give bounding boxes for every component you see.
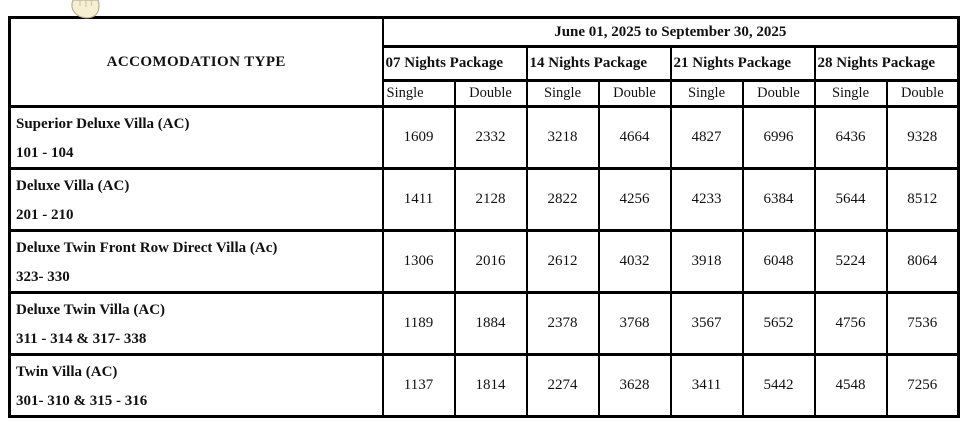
rate-cell: 1814 xyxy=(453,353,528,418)
accommodation-name: Deluxe Twin Villa (AC) xyxy=(16,302,166,318)
occupancy-header-4: Double xyxy=(597,79,672,108)
occupancy-header-row: Single Double Single Double Single Double Sing… xyxy=(10,79,960,108)
room-numbers: 101 - 104 xyxy=(16,145,74,161)
rate-cell: 2016 xyxy=(453,229,528,294)
rate-cell: 5442 xyxy=(741,353,816,418)
rate-cell: 1609 xyxy=(381,105,456,170)
rate-cell: 2332 xyxy=(453,105,528,170)
rate-cell: 2612 xyxy=(525,229,600,294)
table-body: Superior Deluxe Villa (AC) 101 - 104 1609 2… xyxy=(8,105,960,418)
room-numbers: 311 - 314 & 317- 338 xyxy=(16,331,147,347)
rate-cell: 9328 xyxy=(885,105,960,170)
rate-cell: 6048 xyxy=(741,229,816,294)
rate-cell: 3411 xyxy=(669,353,744,418)
table-row: Superior Deluxe Villa (AC) 101 - 104 1609 2… xyxy=(8,105,960,170)
rate-cell: 1137 xyxy=(381,353,456,418)
rate-cell: 7536 xyxy=(885,291,960,356)
accommodation-type-header: ACCOMODATION TYPE xyxy=(8,16,384,108)
rate-cell: 4827 xyxy=(669,105,744,170)
accommodation-name: Superior Deluxe Villa (AC) xyxy=(16,116,190,132)
package-header-3: 21 Nights Package xyxy=(669,45,816,82)
rate-cell: 8064 xyxy=(885,229,960,294)
package-header-2: 14 Nights Package xyxy=(525,45,672,82)
rate-cell: 3218 xyxy=(525,105,600,170)
occupancy-header-6: Double xyxy=(741,79,816,108)
package-header-row: 07 Nights Package 14 Nights Package 21 Nig… xyxy=(10,45,960,82)
accommodation-cell: Deluxe Twin Villa (AC) 311 - 314 & 317- 3… xyxy=(8,291,384,356)
occupancy-header-2: Double xyxy=(453,79,528,108)
rate-cell: 5224 xyxy=(813,229,888,294)
rate-cell: 2128 xyxy=(453,167,528,232)
rate-cell: 2378 xyxy=(525,291,600,356)
rate-cell: 5652 xyxy=(741,291,816,356)
occupancy-header-7: Single xyxy=(813,79,888,108)
accommodation-name: Twin Villa (AC) xyxy=(16,364,118,380)
rate-cell: 4233 xyxy=(669,167,744,232)
rate-cell: 4664 xyxy=(597,105,672,170)
occupancy-header-3: Single xyxy=(525,79,600,108)
date-header-row: ACCOMODATION TYPE June 01, 2025 to Septe… xyxy=(8,16,960,108)
accommodation-cell: Superior Deluxe Villa (AC) 101 - 104 xyxy=(8,105,384,170)
rate-cell: 1189 xyxy=(381,291,456,356)
table-row: Deluxe Twin Villa (AC) 311 - 314 & 317- 3… xyxy=(8,291,960,356)
accommodation-cell: Twin Villa (AC) 301- 310 & 315 - 316 xyxy=(8,353,384,418)
rate-cell: 6436 xyxy=(813,105,888,170)
rate-cell: 3628 xyxy=(597,353,672,418)
rate-cell: 2274 xyxy=(525,353,600,418)
occupancy-header-8: Double xyxy=(885,79,960,108)
room-numbers: 323- 330 xyxy=(16,269,70,285)
rate-cell: 6996 xyxy=(741,105,816,170)
room-numbers: 201 - 210 xyxy=(16,207,74,223)
accommodation-cell: Deluxe Twin Front Row Direct Villa (Ac) 3… xyxy=(8,229,384,294)
rate-cell: 4032 xyxy=(597,229,672,294)
table-header: ACCOMODATION TYPE June 01, 2025 to Septe… xyxy=(8,16,960,108)
package-header-1: 07 Nights Package xyxy=(381,45,528,82)
rates-table: ACCOMODATION TYPE June 01, 2025 to Septe… xyxy=(8,16,961,418)
rate-cell: 8512 xyxy=(885,167,960,232)
room-numbers: 301- 310 & 315 - 316 xyxy=(16,393,148,409)
occupancy-header-5: Single xyxy=(669,79,744,108)
rate-cell: 3918 xyxy=(669,229,744,294)
rate-cell: 4548 xyxy=(813,353,888,418)
table-row: Deluxe Twin Front Row Direct Villa (Ac) 3… xyxy=(8,229,960,294)
date-range-header: June 01, 2025 to September 30, 2025 xyxy=(381,16,960,48)
rate-cell: 1306 xyxy=(381,229,456,294)
table-row: Deluxe Villa (AC) 201 - 210 1411 2128 2822 42… xyxy=(8,167,960,232)
accommodation-name: Deluxe Twin Front Row Direct Villa (Ac) xyxy=(16,240,278,256)
rate-cell: 3768 xyxy=(597,291,672,356)
accommodation-cell: Deluxe Villa (AC) 201 - 210 xyxy=(8,167,384,232)
rate-cell: 3567 xyxy=(669,291,744,356)
table-row: Twin Villa (AC) 301- 310 & 315 - 316 1137 1… xyxy=(8,353,960,418)
rate-cell: 4256 xyxy=(597,167,672,232)
package-header-4: 28 Nights Package xyxy=(813,45,960,82)
accommodation-name: Deluxe Villa (AC) xyxy=(16,178,130,194)
occupancy-header-1: Single xyxy=(381,79,456,108)
rate-cell: 4756 xyxy=(813,291,888,356)
rate-cell: 1411 xyxy=(381,167,456,232)
rate-cell: 2822 xyxy=(525,167,600,232)
rate-cell: 1884 xyxy=(453,291,528,356)
rate-cell: 6384 xyxy=(741,167,816,232)
rate-cell: 7256 xyxy=(885,353,960,418)
rate-cell: 5644 xyxy=(813,167,888,232)
